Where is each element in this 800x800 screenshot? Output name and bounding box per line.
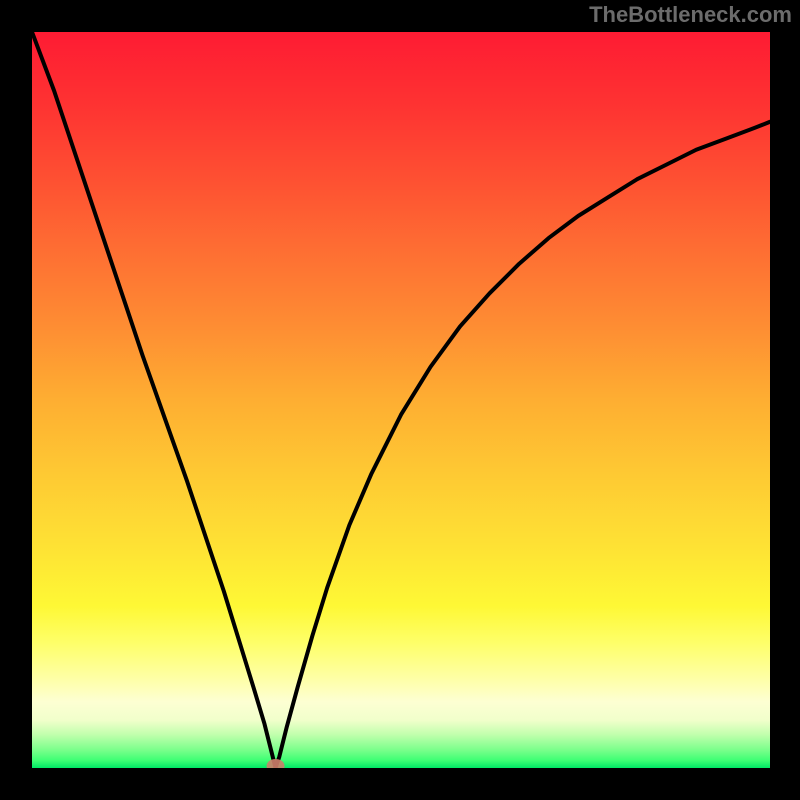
chart-root: { "watermark": { "text": "TheBottleneck.… <box>0 0 800 800</box>
minimum-marker <box>267 759 285 768</box>
bottleneck-curve <box>32 32 770 768</box>
plot-area <box>32 32 770 768</box>
watermark-text: TheBottleneck.com <box>589 2 792 28</box>
